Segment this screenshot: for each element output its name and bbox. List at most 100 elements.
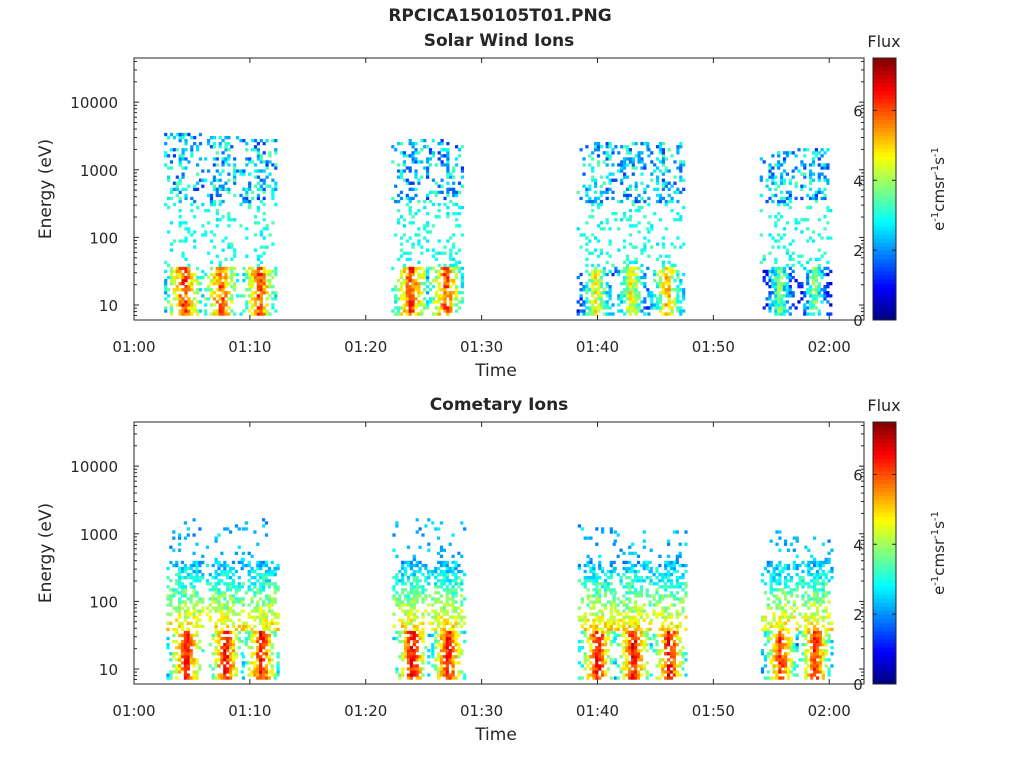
- flux-cell: [226, 646, 230, 650]
- flux-cell: [276, 664, 280, 668]
- flux-cell: [172, 588, 176, 592]
- flux-cell: [431, 573, 435, 577]
- flux-cell: [198, 563, 202, 568]
- flux-cell: [628, 275, 632, 280]
- flux-cell: [788, 193, 792, 198]
- flux-cell: [195, 618, 199, 622]
- flux-cell: [625, 196, 630, 201]
- flux-cell: [417, 291, 421, 295]
- flux-cell: [768, 294, 772, 298]
- flux-cell: [237, 545, 241, 549]
- flux-cell: [777, 233, 781, 237]
- flux-cell: [759, 157, 763, 161]
- flux-cell: [178, 157, 182, 161]
- flux-cell: [220, 636, 224, 641]
- flux-cell: [253, 312, 258, 316]
- flux-cell: [178, 643, 182, 647]
- flux-cell: [769, 636, 773, 641]
- flux-cell: [415, 582, 419, 586]
- flux-cell: [606, 649, 610, 653]
- flux-cell: [786, 566, 791, 571]
- flux-cell: [187, 132, 191, 137]
- flux-cell: [218, 202, 222, 207]
- flux-cell: [231, 658, 236, 662]
- flux-cell: [667, 643, 671, 647]
- flux-cell: [777, 202, 781, 207]
- flux-cell: [201, 624, 205, 628]
- flux-cell: [189, 661, 193, 665]
- flux-cell: [648, 560, 652, 565]
- flux-cell: [786, 615, 791, 619]
- flux-cell: [634, 664, 638, 668]
- colorbar-step: [873, 250, 896, 255]
- colorbar-step: [873, 303, 896, 309]
- flux-cell: [218, 272, 222, 277]
- flux-cell: [217, 658, 221, 662]
- flux-cell: [775, 636, 779, 641]
- flux-cell: [274, 184, 278, 188]
- flux-cell: [195, 560, 199, 565]
- flux-cell: [237, 636, 241, 641]
- flux-cell: [616, 573, 620, 577]
- flux-cell: [196, 181, 200, 185]
- flux-cell: [800, 263, 804, 268]
- flux-cell: [437, 239, 441, 243]
- flux-cell: [595, 676, 599, 680]
- flux-cell: [645, 588, 649, 592]
- flux-cell: [262, 187, 266, 191]
- flux-cell: [646, 266, 650, 271]
- flux-cell: [167, 294, 171, 298]
- flux-cell: [599, 275, 603, 280]
- flux-cell: [642, 560, 646, 565]
- flux-cell: [625, 285, 630, 289]
- flux-cell: [415, 615, 419, 619]
- flux-cell: [784, 612, 788, 616]
- flux-cell: [592, 673, 596, 677]
- flux-cell: [267, 649, 271, 653]
- flux-cell: [427, 612, 431, 616]
- flux-cell: [765, 272, 769, 277]
- flux-cell: [431, 300, 435, 304]
- flux-cell: [172, 269, 176, 274]
- flux-cell: [766, 636, 770, 641]
- flux-cell: [631, 569, 635, 574]
- flux-cell: [209, 193, 214, 198]
- flux-cell: [274, 309, 278, 313]
- flux-cell: [642, 530, 646, 534]
- flux-cell: [628, 303, 632, 307]
- flux-cell: [652, 573, 656, 577]
- flux-cell: [679, 309, 683, 313]
- flux-cell: [223, 652, 227, 656]
- flux-cell: [586, 579, 590, 583]
- flux-cell: [589, 667, 593, 671]
- flux-cell: [658, 148, 663, 152]
- flux-cell: [457, 291, 462, 295]
- flux-cell: [599, 227, 603, 231]
- flux-cell: [180, 633, 185, 638]
- flux-cell: [786, 585, 791, 589]
- flux-cell: [771, 272, 775, 277]
- flux-cell: [175, 266, 179, 271]
- flux-cell: [789, 594, 793, 598]
- flux-cell: [270, 582, 274, 586]
- flux-cell: [208, 573, 212, 577]
- flux-cell: [598, 588, 602, 592]
- flux-cell: [262, 518, 266, 522]
- flux-cell: [211, 576, 215, 580]
- flux-cell: [408, 266, 412, 271]
- flux-cell: [221, 309, 225, 313]
- flux-cell: [267, 606, 271, 610]
- flux-cell: [628, 242, 632, 246]
- flux-cell: [256, 579, 260, 583]
- flux-cell: [190, 275, 194, 280]
- flux-cell: [401, 639, 405, 644]
- flux-cell: [264, 667, 269, 671]
- flux-cell: [227, 212, 231, 216]
- flux-cell: [245, 306, 249, 310]
- flux-cell: [262, 236, 266, 240]
- flux-cell: [178, 612, 182, 616]
- flux-cell: [415, 673, 419, 677]
- flux-cell: [198, 300, 203, 304]
- flux-cell: [609, 527, 613, 531]
- flux-cell: [440, 184, 444, 188]
